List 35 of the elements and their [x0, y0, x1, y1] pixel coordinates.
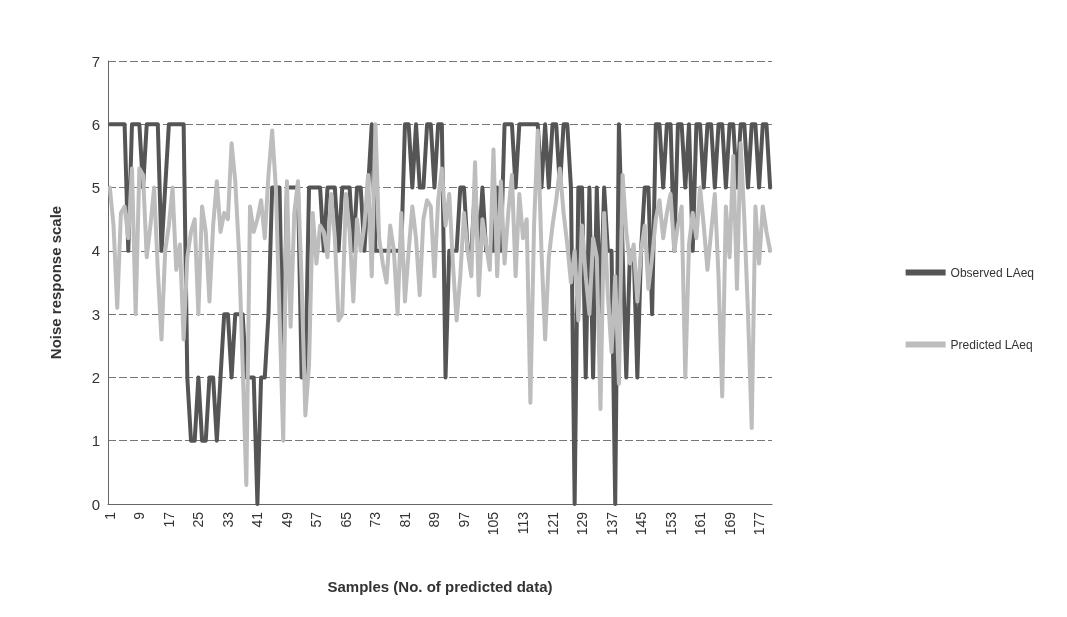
x-tick-label: 113 [515, 511, 531, 535]
x-tick-label: 97 [455, 511, 472, 528]
y-tick-label: 6 [91, 115, 100, 133]
legend-label: Predicted LAeq [950, 337, 1033, 352]
y-tick-label: 3 [91, 305, 100, 323]
x-tick-label: 105 [485, 511, 502, 536]
x-tick-label: 1 [101, 511, 118, 520]
y-tick-label: 2 [91, 368, 100, 386]
x-tick-label: 33 [219, 511, 236, 528]
x-tick-label: 57 [308, 511, 325, 528]
x-tick-label: 65 [337, 511, 354, 528]
x-tick-label: 169 [721, 511, 738, 536]
x-tick-label: 49 [278, 511, 295, 528]
x-tick-label: 121 [544, 511, 561, 536]
x-tick-label: 137 [603, 511, 620, 536]
x-tick-label: 9 [131, 511, 148, 520]
x-tick-label: 153 [662, 511, 679, 536]
y-axis-title: Noise response scale [47, 205, 64, 360]
x-tick-label: 41 [249, 511, 266, 528]
y-tick-label: 7 [91, 52, 100, 70]
x-tick-label: 129 [574, 511, 591, 536]
x-tick-label: 17 [160, 511, 177, 528]
y-tick-label: 0 [91, 495, 100, 513]
x-tick-label: 161 [692, 511, 709, 536]
y-tick-label: 4 [91, 242, 100, 260]
x-axis-title: Samples (No. of predicted data) [327, 578, 553, 595]
y-tick-label: 5 [91, 179, 100, 197]
x-tick-label: 73 [367, 511, 384, 528]
x-tick-label: 145 [633, 511, 650, 536]
y-tick-label: 1 [91, 432, 100, 450]
x-tick-label: 25 [190, 511, 207, 528]
x-tick-label: 177 [751, 511, 768, 536]
x-tick-label: 81 [396, 511, 413, 528]
legend-label: Observed LAeq [950, 265, 1035, 280]
x-tick-label: 89 [426, 511, 443, 528]
